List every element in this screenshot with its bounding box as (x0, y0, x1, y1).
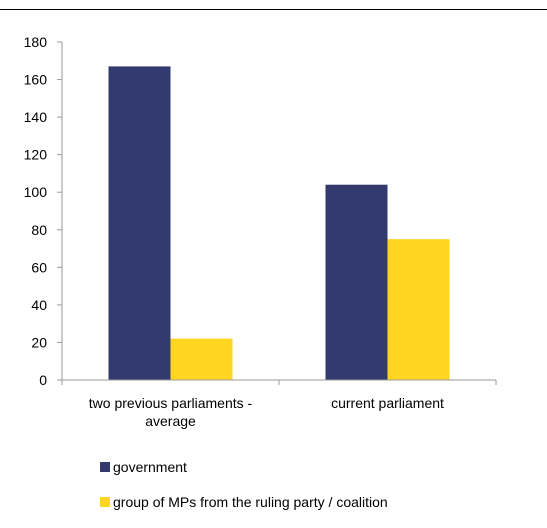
bar-government-1 (325, 184, 388, 380)
bar-ruling-party-mps-0 (170, 338, 233, 380)
legend: government group of MPs from the ruling … (100, 458, 388, 528)
legend-label-government: government (113, 459, 187, 475)
legend-label-ruling-party-mps: group of MPs from the ruling party / coa… (113, 494, 388, 510)
x-category-label-0: two previous parliaments -average (89, 395, 253, 429)
legend-swatch-government (100, 462, 110, 472)
legend-swatch-ruling-party-mps (100, 497, 110, 507)
y-tick-label: 40 (31, 297, 47, 313)
y-tick-label: 20 (31, 334, 47, 350)
legend-item-government: government (100, 458, 388, 476)
bars (108, 66, 450, 381)
y-tick-label: 80 (31, 222, 47, 238)
y-tick-label: 120 (24, 147, 48, 163)
y-tick-label: 100 (24, 184, 48, 200)
y-axis: 0 20 40 60 80 100 120 140 160 180 (24, 34, 63, 388)
x-axis: two previous parliaments -average current… (61, 379, 497, 429)
y-tick-label: 180 (24, 34, 48, 50)
legend-item-ruling-party-mps: group of MPs from the ruling party / coa… (100, 493, 388, 511)
bar-government-0 (108, 66, 171, 381)
y-tick-label: 160 (24, 72, 48, 88)
bar-ruling-party-mps-1 (387, 239, 450, 380)
y-tick-label: 0 (39, 372, 47, 388)
header-rule (0, 9, 547, 10)
y-tick-label: 60 (31, 259, 47, 275)
bar-chart: 0 20 40 60 80 100 120 140 160 180 two previous pa… (24, 34, 497, 429)
y-tick-label: 140 (24, 109, 48, 125)
x-category-label-1: current parliament (331, 395, 444, 411)
